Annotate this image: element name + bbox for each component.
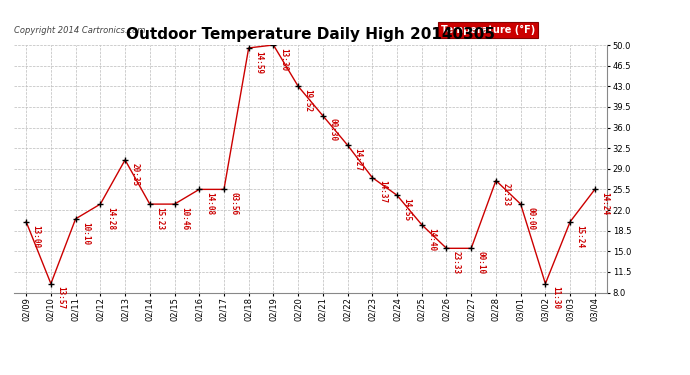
Text: 11:30: 11:30 bbox=[551, 286, 560, 310]
Text: 00:00: 00:00 bbox=[526, 207, 535, 230]
Text: 14:59: 14:59 bbox=[254, 51, 264, 74]
Text: 14:08: 14:08 bbox=[205, 192, 214, 215]
Text: 15:24: 15:24 bbox=[575, 225, 584, 248]
Text: 23:33: 23:33 bbox=[452, 251, 461, 274]
Text: 13:57: 13:57 bbox=[57, 286, 66, 310]
Text: 14:40: 14:40 bbox=[427, 228, 436, 251]
Text: 14:55: 14:55 bbox=[402, 198, 412, 221]
Text: 14:37: 14:37 bbox=[378, 180, 387, 204]
Text: Temperature (°F): Temperature (°F) bbox=[441, 25, 535, 35]
Text: 14:28: 14:28 bbox=[106, 207, 115, 230]
Text: 21:33: 21:33 bbox=[502, 183, 511, 207]
Text: 15:23: 15:23 bbox=[155, 207, 164, 230]
Text: 13:30: 13:30 bbox=[279, 48, 288, 71]
Text: 10:46: 10:46 bbox=[180, 207, 189, 230]
Text: 14:27: 14:27 bbox=[353, 148, 362, 171]
Title: Outdoor Temperature Daily High 20140305: Outdoor Temperature Daily High 20140305 bbox=[126, 27, 495, 42]
Text: Copyright 2014 Cartronics.com: Copyright 2014 Cartronics.com bbox=[14, 26, 145, 35]
Text: 03:56: 03:56 bbox=[230, 192, 239, 215]
Text: 00:10: 00:10 bbox=[477, 251, 486, 274]
Text: 14:24: 14:24 bbox=[600, 192, 609, 215]
Text: 19:52: 19:52 bbox=[304, 89, 313, 112]
Text: 20:35: 20:35 bbox=[130, 163, 139, 186]
Text: 00:30: 00:30 bbox=[328, 118, 337, 142]
Text: 10:10: 10:10 bbox=[81, 222, 90, 245]
Text: 13:00: 13:00 bbox=[32, 225, 41, 248]
